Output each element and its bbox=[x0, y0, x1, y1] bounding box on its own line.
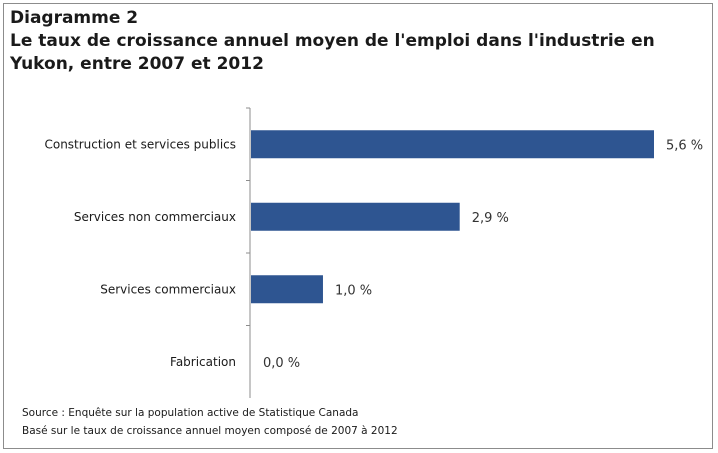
data-label: 1,0 % bbox=[335, 283, 372, 298]
bar bbox=[251, 130, 654, 159]
bar bbox=[251, 202, 460, 231]
chart-title: Le taux de croissance annuel moyen de l'… bbox=[10, 31, 655, 74]
category-label: Fabrication bbox=[170, 355, 236, 369]
figure-header: Diagramme 2 Le taux de croissance annuel… bbox=[10, 8, 700, 76]
figure-notes: Source : Enquête sur la population activ… bbox=[22, 404, 398, 440]
bar bbox=[251, 275, 323, 304]
category-label: Services commerciaux bbox=[100, 282, 236, 296]
figure-label: Diagramme 2 bbox=[10, 8, 139, 28]
data-label: 5,6 % bbox=[666, 138, 703, 153]
source-note: Source : Enquête sur la population activ… bbox=[22, 407, 359, 419]
data-label: 0,0 % bbox=[263, 356, 300, 371]
data-label: 2,9 % bbox=[472, 211, 509, 226]
category-label: Construction et services publics bbox=[44, 137, 236, 151]
basis-note: Basé sur le taux de croissance annuel mo… bbox=[22, 425, 398, 437]
category-label: Services non commerciaux bbox=[74, 210, 236, 224]
